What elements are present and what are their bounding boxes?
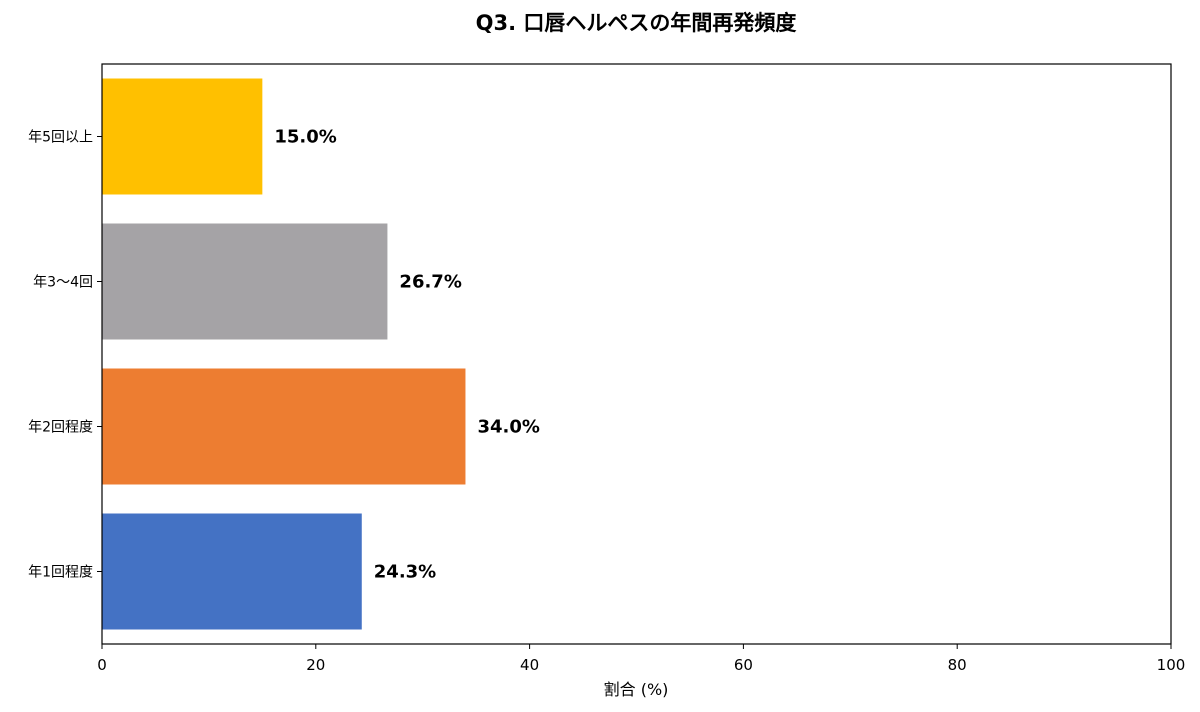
x-tick-label: 0 [97, 656, 107, 674]
y-tick-label: 年1回程度 [28, 565, 93, 581]
bars-layer [102, 78, 466, 630]
bar [102, 513, 362, 630]
labels-layer: 15.0% 26.7% 34.0% 24.3% [274, 127, 540, 583]
y-tick-label: 年5回以上 [28, 130, 93, 146]
bar-value-label: 34.0% [477, 417, 539, 438]
x-tick-label: 20 [306, 656, 325, 674]
x-tick-label: 80 [948, 656, 967, 674]
bar [102, 223, 388, 340]
bar-value-label: 24.3% [374, 562, 436, 583]
bar-value-label: 15.0% [274, 127, 336, 148]
x-tick-label: 100 [1157, 656, 1186, 674]
plot-frame [101, 63, 1172, 645]
y-tick-label: 年3〜4回 [33, 275, 93, 291]
chart-title: Q3. 口唇ヘルペスの年間再発頻度 [476, 11, 797, 35]
x-tick-label: 60 [734, 656, 753, 674]
bar-value-label: 26.7% [399, 272, 461, 293]
x-tick-label: 40 [520, 656, 539, 674]
y-tick-label: 年2回程度 [28, 420, 93, 436]
x-axis-label: 割合 (%) [604, 680, 669, 699]
bar [102, 78, 263, 195]
bar [102, 368, 466, 485]
